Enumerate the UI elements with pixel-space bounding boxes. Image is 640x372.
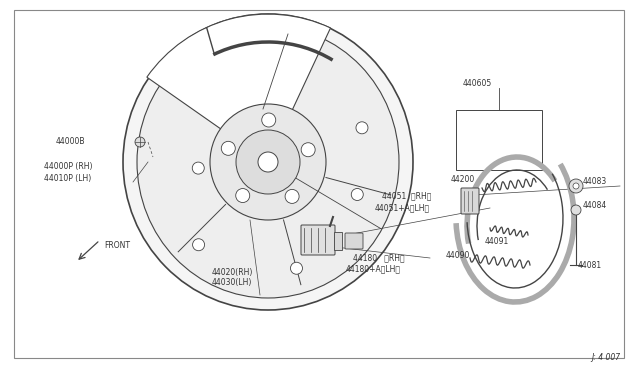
Circle shape	[356, 122, 368, 134]
Circle shape	[285, 189, 299, 203]
Circle shape	[573, 183, 579, 189]
Text: 44180+A〈LH〉: 44180+A〈LH〉	[346, 264, 401, 273]
Text: 44200: 44200	[451, 176, 476, 185]
Circle shape	[262, 113, 276, 127]
Circle shape	[569, 179, 583, 193]
Bar	[334, 232, 342, 250]
Text: 44051+A〈LH〉: 44051+A〈LH〉	[375, 203, 430, 212]
Circle shape	[193, 239, 205, 251]
Circle shape	[258, 152, 278, 172]
Text: 44020(RH): 44020(RH)	[212, 267, 253, 276]
FancyBboxPatch shape	[301, 225, 335, 255]
Circle shape	[135, 137, 145, 147]
Wedge shape	[147, 14, 330, 162]
Text: FRONT: FRONT	[104, 241, 130, 250]
Ellipse shape	[137, 26, 399, 298]
Text: 44083: 44083	[583, 177, 607, 186]
Circle shape	[192, 162, 204, 174]
Text: 44051  〈RH〉: 44051 〈RH〉	[382, 192, 431, 201]
Ellipse shape	[210, 104, 326, 220]
Circle shape	[351, 189, 364, 201]
Ellipse shape	[236, 130, 300, 194]
Text: 44010P (LH): 44010P (LH)	[44, 173, 92, 183]
Circle shape	[236, 189, 250, 202]
Text: 44091: 44091	[485, 237, 509, 247]
Text: 44081: 44081	[578, 260, 602, 269]
Text: 440605: 440605	[463, 78, 492, 87]
Text: 44180   〈RH〉: 44180 〈RH〉	[353, 253, 404, 263]
Text: 44084: 44084	[583, 201, 607, 209]
Circle shape	[221, 141, 236, 155]
Circle shape	[301, 143, 315, 157]
Bar	[456, 110, 542, 170]
Ellipse shape	[123, 14, 413, 310]
Text: 44090: 44090	[446, 250, 470, 260]
Circle shape	[291, 262, 303, 274]
Text: J: 4 007: J: 4 007	[591, 353, 620, 362]
FancyBboxPatch shape	[461, 188, 479, 214]
FancyBboxPatch shape	[345, 233, 363, 249]
Text: 44000B: 44000B	[56, 137, 86, 145]
Text: 44000P (RH): 44000P (RH)	[44, 161, 93, 170]
Text: 44030(LH): 44030(LH)	[212, 279, 252, 288]
Circle shape	[571, 205, 581, 215]
